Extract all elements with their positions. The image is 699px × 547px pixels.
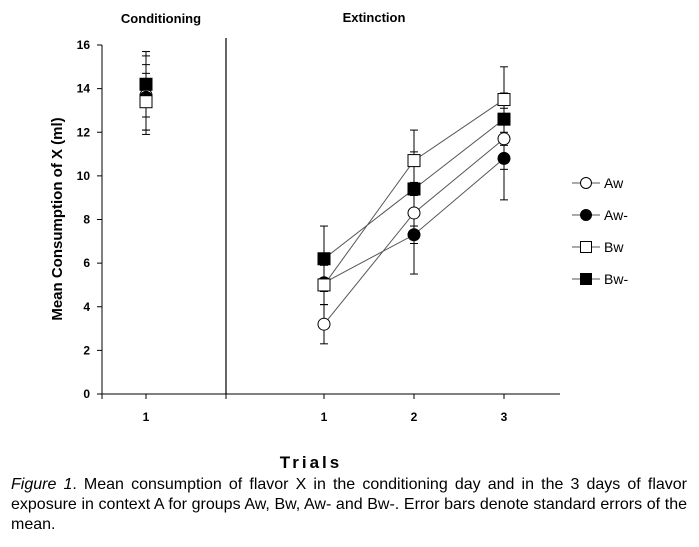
y-tick-label: 6	[83, 256, 90, 270]
figure-caption: Figure 1. Mean consumption of flavor X i…	[11, 475, 687, 535]
legend-marker-aw	[580, 177, 592, 189]
data-point-aw-minus-ext3	[497, 151, 511, 165]
y-tick-label: 2	[83, 343, 90, 357]
data-point-bw-ext3	[497, 93, 511, 107]
legend-label-bw: Bw	[604, 239, 624, 255]
data-point-bw-minus-ext1	[317, 252, 331, 266]
caption-text: . Mean consumption of flavor X in the co…	[11, 476, 687, 533]
y-tick-label: 14	[77, 82, 91, 96]
legend-label-aw-minus: Aw-	[604, 207, 628, 223]
data-point-bw-ext2	[407, 154, 421, 168]
legend-label-aw: Aw	[604, 175, 624, 191]
legend-marker-bw-minus	[580, 273, 592, 285]
y-tick-label: 4	[83, 300, 90, 314]
x-tick-label: 1	[321, 410, 328, 424]
data-point-bw-minus-ext2	[407, 182, 421, 196]
panel-title-extinction: Extinction	[343, 10, 406, 25]
x-tick-label: 1	[143, 410, 150, 424]
x-tick-label: 3	[501, 410, 508, 424]
y-tick-label: 16	[77, 38, 91, 52]
y-axis-label: Mean Consumption of X (ml)	[49, 117, 66, 320]
x-tick-label: 2	[411, 410, 418, 424]
y-tick-label: 0	[83, 387, 90, 401]
data-point-bw-minus-cond	[139, 77, 153, 91]
x-axis-label: Trials	[280, 453, 342, 470]
legend-label-bw-minus: Bw-	[604, 271, 628, 287]
y-tick-label: 12	[77, 125, 91, 139]
y-tick-label: 8	[83, 213, 90, 227]
data-point-aw-ext2	[407, 206, 421, 220]
legend-marker-bw	[580, 241, 592, 253]
data-point-aw-ext3	[497, 132, 511, 146]
data-point-bw-cond	[139, 95, 153, 109]
data-point-bw-minus-ext3	[497, 112, 511, 126]
y-tick-label: 10	[77, 169, 91, 183]
data-point-bw-ext1	[317, 278, 331, 292]
caption-label: Figure 1	[11, 476, 73, 493]
data-point-aw-ext1	[317, 317, 331, 331]
data-point-aw-minus-ext2	[407, 228, 421, 242]
legend-marker-aw-minus	[580, 209, 592, 221]
panel-title-conditioning: Conditioning	[121, 11, 201, 26]
